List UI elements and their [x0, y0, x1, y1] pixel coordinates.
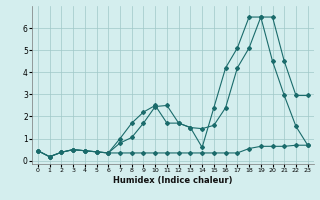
X-axis label: Humidex (Indice chaleur): Humidex (Indice chaleur) [113, 176, 233, 185]
